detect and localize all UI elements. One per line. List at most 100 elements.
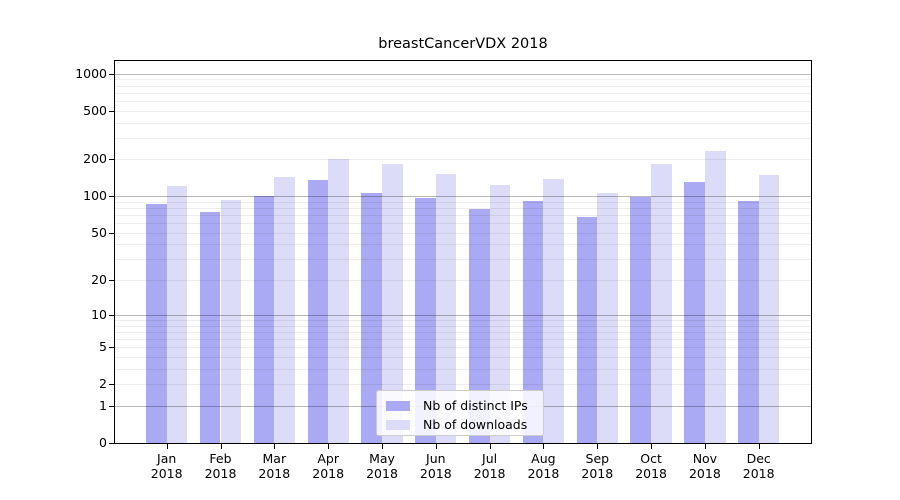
y-tick-mark-0 xyxy=(109,443,114,444)
x-tick-mark-apr xyxy=(328,444,330,449)
legend-swatch-distinct-ips xyxy=(386,400,410,411)
y-tick-label-1000: 1000 xyxy=(75,65,107,81)
gridline-minor-8 xyxy=(115,325,811,327)
legend-item-distinct-ips: Nb of distinct IPs xyxy=(386,397,543,414)
gridline-minor-6 xyxy=(115,339,811,340)
y-tick-mark-5 xyxy=(109,347,114,349)
bar-downloads-dec xyxy=(758,175,780,443)
bar-downloads-jan xyxy=(166,186,188,443)
x-tick-label-jul: Jul 2018 xyxy=(450,451,530,481)
y-tick-label-50: 50 xyxy=(91,224,107,240)
y-tick-label-500: 500 xyxy=(83,102,107,118)
bar-distinct-ips-dec xyxy=(738,200,759,443)
x-tick-mark-oct xyxy=(651,444,653,449)
x-tick-mark-nov xyxy=(704,444,706,449)
y-tick-label-1: 1 xyxy=(99,397,107,413)
y-tick-mark-200 xyxy=(109,159,114,161)
y-tick-mark-1 xyxy=(109,405,114,407)
x-tick-month: Mar xyxy=(262,451,287,466)
x-tick-mark-jan xyxy=(166,444,168,449)
y-tick-mark-10 xyxy=(109,314,114,316)
x-tick-mark-jul xyxy=(489,444,491,449)
legend-label-distinct-ips: Nb of distinct IPs xyxy=(423,398,528,413)
x-tick-month: Jun xyxy=(426,451,446,466)
bar-distinct-ips-feb xyxy=(199,212,221,443)
y-tick-mark-20 xyxy=(109,280,114,282)
gridline-minor-700 xyxy=(115,92,811,94)
x-tick-label-oct: Oct 2018 xyxy=(611,451,691,481)
bar-downloads-jul xyxy=(489,184,511,443)
gridline-minor-7 xyxy=(115,331,811,333)
x-tick-mark-aug xyxy=(543,444,545,449)
y-tick-mark-500 xyxy=(109,110,114,112)
bar-distinct-ips-may xyxy=(361,192,382,443)
gridline-minor-600 xyxy=(115,100,811,102)
y-tick-label-2: 2 xyxy=(99,376,107,392)
bar-distinct-ips-apr xyxy=(307,179,329,443)
x-tick-year: 2018 xyxy=(473,466,506,481)
gridline-minor-900 xyxy=(115,79,811,81)
x-tick-year: 2018 xyxy=(419,466,452,481)
x-tick-month: May xyxy=(369,451,395,466)
y-tick-mark-1000 xyxy=(109,73,114,75)
bar-distinct-ips-jan xyxy=(146,203,167,443)
x-tick-year: 2018 xyxy=(150,466,183,481)
x-tick-year: 2018 xyxy=(366,466,398,481)
x-tick-year: 2018 xyxy=(258,466,291,481)
gridline-minor-60 xyxy=(115,223,811,225)
chart-title: breastCancerVDX 2018 xyxy=(378,36,548,52)
legend-label-downloads: Nb of downloads xyxy=(423,417,528,432)
gridline-minor-5 xyxy=(115,347,811,349)
y-tick-label-20: 20 xyxy=(91,272,107,288)
x-tick-month: Sep xyxy=(585,451,610,466)
gridline-minor-40 xyxy=(115,244,811,246)
bar-distinct-ips-sep xyxy=(576,217,598,443)
x-tick-year: 2018 xyxy=(581,466,614,481)
x-tick-month: Oct xyxy=(640,451,662,466)
gridline-minor-70 xyxy=(115,215,811,217)
gridline-minor-200 xyxy=(115,159,811,161)
gridline-minor-800 xyxy=(115,85,811,87)
bar-downloads-aug xyxy=(543,178,565,443)
gridline-minor-500 xyxy=(115,110,811,112)
gridline-minor-80 xyxy=(115,208,811,209)
x-tick-label-dec: Dec 2018 xyxy=(719,451,799,481)
x-tick-month: Jan xyxy=(157,451,177,466)
bars-layer xyxy=(115,61,811,443)
bar-distinct-ips-oct xyxy=(630,196,652,443)
x-tick-year: 2018 xyxy=(312,466,345,481)
x-tick-year: 2018 xyxy=(688,466,721,481)
bar-distinct-ips-jul xyxy=(468,208,490,443)
legend: Nb of distinct IPs Nb of downloads xyxy=(376,390,544,436)
x-tick-label-aug: Aug 2018 xyxy=(503,451,583,481)
x-tick-label-jan: Jan 2018 xyxy=(127,451,207,481)
x-tick-mark-mar xyxy=(274,444,276,449)
bar-distinct-ips-nov xyxy=(684,181,705,443)
x-tick-label-apr: Apr 2018 xyxy=(288,451,368,481)
legend-swatch-downloads xyxy=(386,419,410,430)
x-tick-mark-may xyxy=(382,444,383,449)
gridline-minor-90 xyxy=(115,201,811,203)
gridline-minor-9 xyxy=(115,319,811,321)
y-tick-label-100: 100 xyxy=(83,188,107,204)
gridline-minor-2 xyxy=(115,384,811,386)
x-tick-month: Apr xyxy=(317,451,339,466)
x-tick-mark-jun xyxy=(435,444,437,449)
gridline-minor-400 xyxy=(115,122,811,124)
bar-downloads-may xyxy=(382,163,403,443)
gridline-major-10 xyxy=(115,314,811,316)
plot-area xyxy=(114,60,812,444)
gridline-minor-50 xyxy=(115,232,811,234)
bar-distinct-ips-jun xyxy=(415,197,436,443)
x-tick-mark-sep xyxy=(597,444,599,449)
gridline-minor-300 xyxy=(115,137,811,139)
x-tick-year: 2018 xyxy=(742,466,775,481)
gridline-minor-20 xyxy=(115,280,811,282)
x-tick-month: Dec xyxy=(746,451,771,466)
x-tick-label-nov: Nov 2018 xyxy=(665,451,745,481)
gridline-major-1000 xyxy=(115,73,811,75)
bar-distinct-ips-mar xyxy=(253,196,275,443)
y-tick-label-200: 200 xyxy=(83,151,107,167)
bar-downloads-oct xyxy=(651,164,672,443)
